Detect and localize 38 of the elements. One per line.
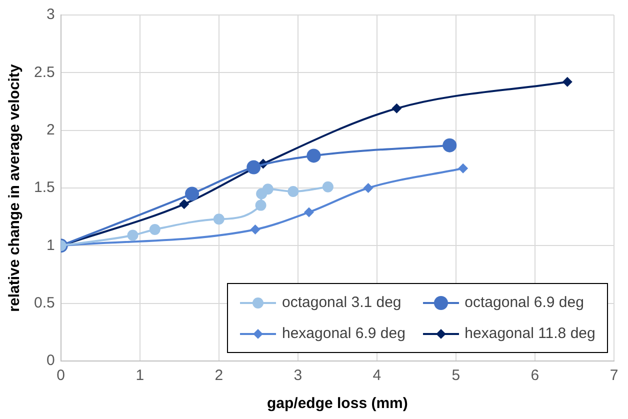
point xyxy=(213,214,224,225)
y-tick-label: 0 xyxy=(46,352,55,370)
y-axis-title: relative change in average velocity xyxy=(6,64,24,312)
legend-label: hexagonal 6.9 deg xyxy=(282,325,406,342)
y-tick-label: 2 xyxy=(46,121,55,138)
point xyxy=(255,200,266,211)
y-tick-label: 2.5 xyxy=(34,64,55,81)
legend-label: octagonal 3.1 deg xyxy=(282,294,402,311)
point xyxy=(127,230,138,241)
point xyxy=(304,207,314,218)
point xyxy=(392,103,402,114)
point xyxy=(250,224,260,235)
point xyxy=(185,186,200,201)
point xyxy=(458,163,468,174)
y-tick-label: 1 xyxy=(46,236,55,254)
x-tick-label: 6 xyxy=(530,367,540,384)
x-tick-label: 7 xyxy=(610,367,618,384)
x-tick-label: 3 xyxy=(294,367,302,384)
x-tick-label: 2 xyxy=(214,367,224,384)
x-tick-label: 4 xyxy=(372,367,382,384)
x-axis-title: gap/edge loss (mm) xyxy=(266,395,408,412)
point xyxy=(246,160,261,174)
point xyxy=(288,186,299,197)
point xyxy=(149,224,160,236)
point xyxy=(442,138,457,152)
point xyxy=(179,199,190,210)
y-tick-label: 1.5 xyxy=(34,179,55,196)
point xyxy=(363,183,374,193)
x-tick-label: 1 xyxy=(136,367,144,384)
point xyxy=(306,148,321,163)
y-tick-label: 3 xyxy=(46,6,55,24)
legend-label: octagonal 6.9 deg xyxy=(464,294,584,311)
point xyxy=(322,181,334,192)
point xyxy=(562,76,572,87)
point xyxy=(262,184,274,195)
y-tick-label: 0.5 xyxy=(34,294,55,312)
legend-label: hexagonal 11.8 deg xyxy=(464,325,596,342)
x-tick-label: 5 xyxy=(452,367,460,384)
